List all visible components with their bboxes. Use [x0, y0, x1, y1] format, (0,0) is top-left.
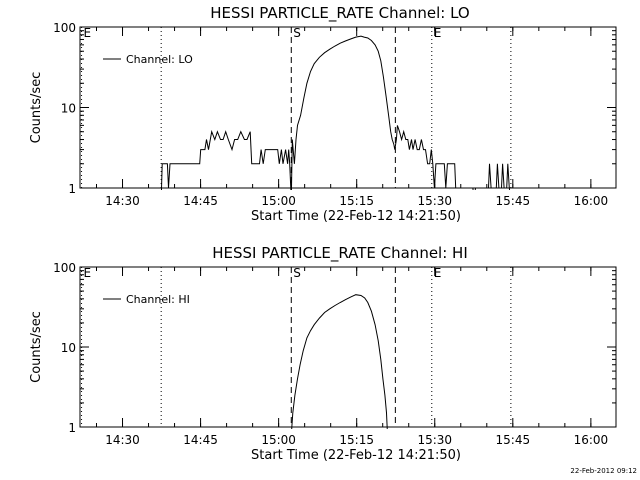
x-tick-label: 14:30 [105, 433, 140, 447]
x-tick-label: 14:45 [183, 433, 218, 447]
plot-frame [79, 266, 617, 428]
x-tick-label: 16:00 [574, 194, 609, 208]
x-tick-label: 14:30 [105, 194, 140, 208]
series-line [291, 294, 388, 429]
legend-label: Channel: HI [126, 293, 190, 306]
chart-title: HESSI PARTICLE_RATE Channel: LO [210, 4, 469, 23]
x-axis-label: Start Time (22-Feb-12 14:21:50) [251, 448, 461, 463]
x-axis-label: Start Time (22-Feb-12 14:21:50) [251, 209, 461, 224]
marker-label: E [434, 266, 442, 280]
y-tick-label: 10 [61, 102, 76, 116]
x-tick-label: 15:15 [339, 194, 374, 208]
x-tick-label: 14:45 [183, 194, 218, 208]
x-tick-label: 15:00 [261, 433, 296, 447]
marker-label: E [84, 266, 92, 280]
legend-label: Channel: LO [126, 53, 193, 66]
chart-panel-hi: HESSI PARTICLE_RATE Channel: HI 1 10 100 14:… [29, 244, 617, 463]
x-tick-label: 15:45 [496, 433, 531, 447]
x-tick-label: 15:45 [496, 194, 531, 208]
marker-label: E [84, 26, 92, 40]
plot-frame [79, 26, 617, 189]
x-tick-label: 15:00 [261, 194, 296, 208]
timestamp: 22-Feb-2012 09:12 [570, 467, 637, 475]
x-tick-label: 15:30 [417, 194, 452, 208]
y-tick-label: 1 [68, 421, 76, 435]
x-tick-label: 16:00 [574, 433, 609, 447]
chart-panel-lo: HESSI PARTICLE_RATE Channel: LO 1 10 100 14:… [29, 4, 617, 224]
marker-label: E [434, 26, 442, 40]
y-tick-label: 1 [68, 182, 76, 196]
marker-label: S [293, 26, 301, 40]
y-tick-label: 10 [61, 341, 76, 355]
y-tick-label: 100 [53, 21, 76, 35]
series-line [160, 35, 511, 190]
y-axis-label: Counts/sec [29, 311, 44, 383]
x-tick-label: 15:30 [417, 433, 452, 447]
x-tick-label: 15:15 [339, 433, 374, 447]
marker-label: S [293, 266, 301, 280]
y-axis-label: Counts/sec [29, 72, 44, 144]
y-tick-label: 100 [53, 261, 76, 275]
chart-title: HESSI PARTICLE_RATE Channel: HI [212, 244, 468, 263]
